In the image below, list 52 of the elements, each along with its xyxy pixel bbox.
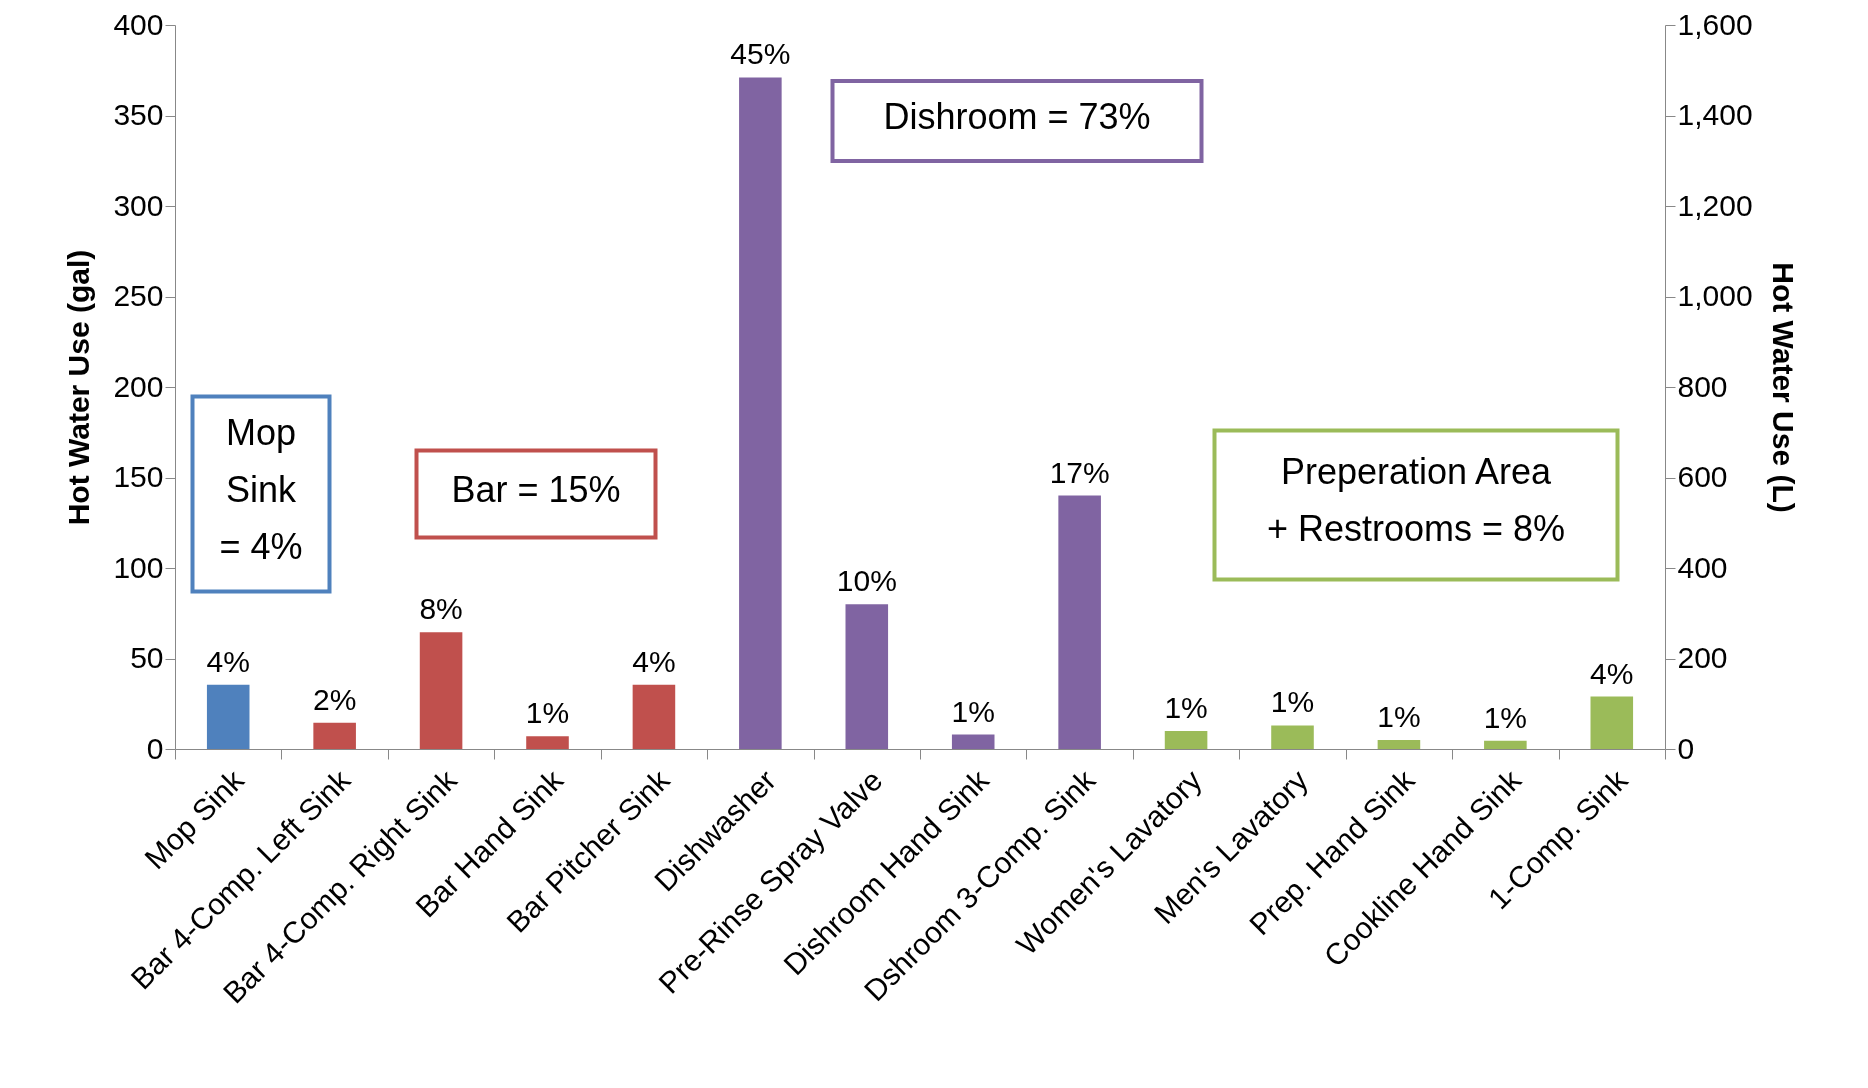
bar bbox=[1377, 739, 1421, 749]
y2-tick-label: 1,000 bbox=[1677, 279, 1753, 312]
bar bbox=[1271, 725, 1314, 749]
y2-axis-title: Hot Water Use (L) bbox=[1766, 262, 1800, 513]
annotation: 1% bbox=[951, 694, 995, 728]
y2-tick-label: 200 bbox=[1677, 641, 1728, 674]
bar bbox=[1484, 740, 1527, 749]
annotation: 4% bbox=[1590, 656, 1634, 690]
y2-tick-label: 1,400 bbox=[1677, 98, 1753, 131]
y2-tick-label: 600 bbox=[1677, 460, 1728, 493]
annotation: 1% bbox=[1377, 699, 1421, 733]
annotation: 2% bbox=[312, 682, 357, 716]
bar bbox=[951, 734, 995, 749]
annotation: Dishroom = 73% bbox=[883, 95, 1151, 137]
annotation: Preperation Area + Restrooms = 8% bbox=[1266, 451, 1566, 549]
annotation: 1% bbox=[1164, 690, 1208, 724]
bar bbox=[419, 632, 463, 749]
y-tick-label: 250 bbox=[113, 279, 164, 312]
bar bbox=[739, 77, 782, 749]
annotation: 1% bbox=[1270, 685, 1315, 719]
y-tick-label: 300 bbox=[113, 188, 164, 222]
annotation: 1% bbox=[525, 696, 570, 730]
bar bbox=[313, 722, 356, 749]
annotation: 10% bbox=[836, 564, 897, 598]
bar bbox=[845, 604, 889, 749]
annotation: 4% bbox=[632, 644, 676, 678]
annotation: 45% bbox=[730, 37, 791, 71]
y2-tick-label: 1,200 bbox=[1677, 188, 1753, 222]
bar bbox=[1164, 730, 1208, 749]
bar bbox=[1590, 696, 1634, 749]
y-tick-label: 0 bbox=[146, 731, 164, 765]
y-tick-label: 400 bbox=[113, 7, 164, 41]
y-axis-title: Hot Water Use (gal) bbox=[62, 249, 96, 526]
y2-tick-label: 800 bbox=[1677, 369, 1728, 403]
annotation: 17% bbox=[1049, 455, 1110, 489]
annotation: Bar = 15% bbox=[451, 468, 621, 510]
annotation: 1% bbox=[1483, 700, 1528, 734]
y2-tick-label: 400 bbox=[1677, 550, 1728, 584]
y2-tick-label: 1,600 bbox=[1677, 7, 1753, 41]
annotation: Mop Sink = 4% bbox=[219, 411, 303, 567]
y-tick-label: 350 bbox=[113, 98, 164, 131]
y2-tick-label: 0 bbox=[1677, 731, 1695, 765]
bar bbox=[1058, 495, 1101, 749]
y-tick-label: 200 bbox=[113, 369, 164, 403]
annotation: 8% bbox=[419, 592, 463, 626]
y-tick-label: 100 bbox=[113, 550, 164, 584]
y-tick-label: 50 bbox=[130, 641, 164, 674]
y-tick-label: 150 bbox=[113, 460, 164, 493]
annotation: 4% bbox=[206, 644, 250, 678]
bar bbox=[632, 684, 676, 749]
bar bbox=[206, 684, 250, 749]
bar bbox=[526, 736, 569, 749]
